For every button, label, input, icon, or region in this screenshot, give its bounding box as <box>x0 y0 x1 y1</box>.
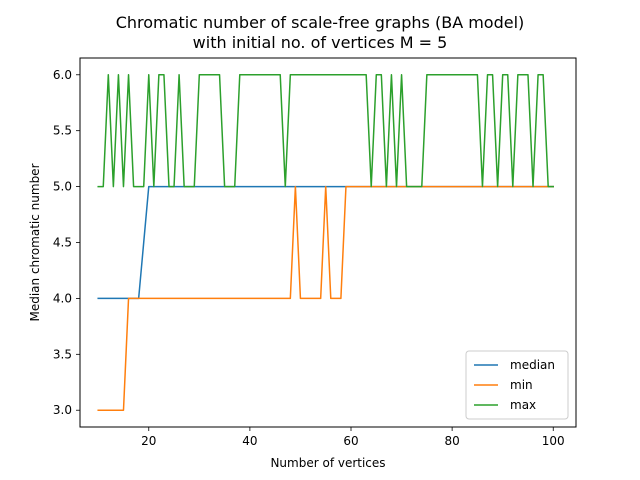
series-line-min <box>97 185 554 411</box>
legend-label-min: min <box>510 378 533 392</box>
x-tick-label: 60 <box>343 434 358 448</box>
y-tick-label: 3.5 <box>53 347 72 361</box>
legend-label-max: max <box>510 398 536 412</box>
legend: median min max <box>465 350 569 420</box>
x-axis: 20 40 60 80 100 <box>141 427 565 448</box>
plot-series <box>97 74 554 411</box>
chart-title-line-1: Chromatic number of scale-free graphs (B… <box>116 13 525 32</box>
y-axis: 3.0 3.5 4.0 4.5 5.0 5.5 6.0 <box>53 68 80 417</box>
series-line-max <box>97 74 554 188</box>
x-axis-label: Number of vertices <box>270 456 385 470</box>
y-tick-label: 6.0 <box>53 68 72 82</box>
y-axis-label: Median chromatic number <box>28 163 42 321</box>
y-tick-label: 5.5 <box>53 124 72 138</box>
y-tick-label: 3.0 <box>53 403 72 417</box>
x-tick-label: 20 <box>141 434 156 448</box>
y-tick-label: 4.5 <box>53 236 72 250</box>
y-tick-label: 4.0 <box>53 291 72 305</box>
x-tick-label: 40 <box>242 434 257 448</box>
chart-title-line-2: with initial no. of vertices M = 5 <box>193 33 448 52</box>
legend-label-median: median <box>510 358 555 372</box>
x-tick-label: 100 <box>542 434 565 448</box>
legend-box <box>465 350 569 420</box>
y-tick-label: 5.0 <box>53 180 72 194</box>
series-line-median <box>97 185 554 300</box>
x-tick-label: 80 <box>444 434 459 448</box>
